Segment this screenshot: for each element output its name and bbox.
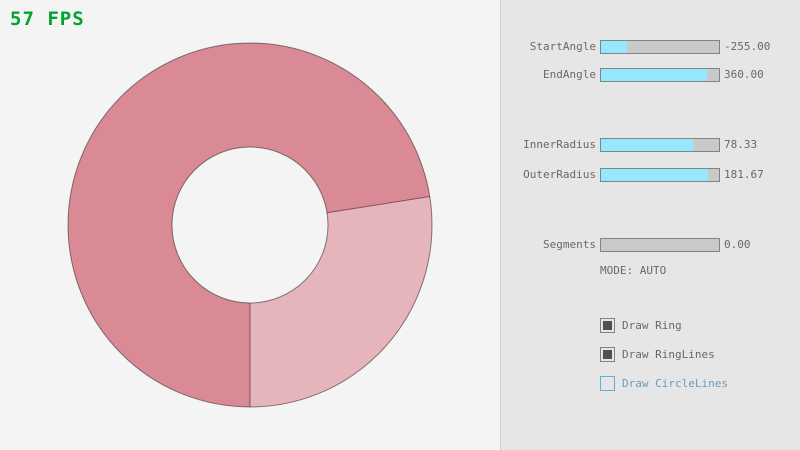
- ring-inner-outline: [171, 146, 329, 304]
- ring-light-sector: [250, 196, 433, 407]
- draw-ring-checkbox[interactable]: [600, 318, 615, 333]
- startangle-slider[interactable]: [600, 40, 720, 54]
- draw-ring-checkbox-label: Draw Ring: [622, 319, 682, 332]
- segments-label: Segments: [543, 238, 596, 251]
- startangle-label: StartAngle: [529, 40, 596, 53]
- draw-ringlines-checkmark: [603, 350, 612, 359]
- outerradius-value: 181.67: [724, 168, 764, 181]
- segments-mode-label: MODE: AUTO: [600, 264, 667, 277]
- endangle-value: 360.00: [724, 68, 764, 81]
- ring-outer-outline: [67, 42, 433, 408]
- endangle-slider[interactable]: [600, 68, 720, 82]
- draw-circlelines-checkbox-label: Draw CircleLines: [622, 377, 728, 390]
- endangle-slider-fill: [601, 69, 708, 81]
- innerradius-slider-fill: [601, 139, 694, 151]
- outerradius-slider-fill: [601, 169, 709, 181]
- ring-radial-line-end: [326, 196, 430, 214]
- innerradius-value: 78.33: [724, 138, 758, 151]
- segments-value: 0.00: [724, 238, 751, 251]
- draw-ringlines-checkbox[interactable]: [600, 347, 615, 362]
- segments-slider[interactable]: [600, 238, 720, 252]
- startangle-slider-fill: [601, 41, 627, 53]
- draw-ringlines-checkbox-label: Draw RingLines: [622, 348, 715, 361]
- innerradius-label: InnerRadius: [523, 138, 596, 151]
- innerradius-slider[interactable]: [600, 138, 720, 152]
- outerradius-slider[interactable]: [600, 168, 720, 182]
- ring-canvas: [67, 42, 433, 408]
- draw-ring-checkmark: [603, 321, 612, 330]
- fps-counter: 57 FPS: [10, 8, 85, 30]
- outerradius-label: OuterRadius: [523, 168, 596, 181]
- draw-circlelines-checkbox[interactable]: [600, 376, 615, 391]
- ring-inner-hole: [172, 147, 328, 303]
- endangle-label: EndAngle: [543, 68, 596, 81]
- startangle-value: -255.00: [724, 40, 771, 53]
